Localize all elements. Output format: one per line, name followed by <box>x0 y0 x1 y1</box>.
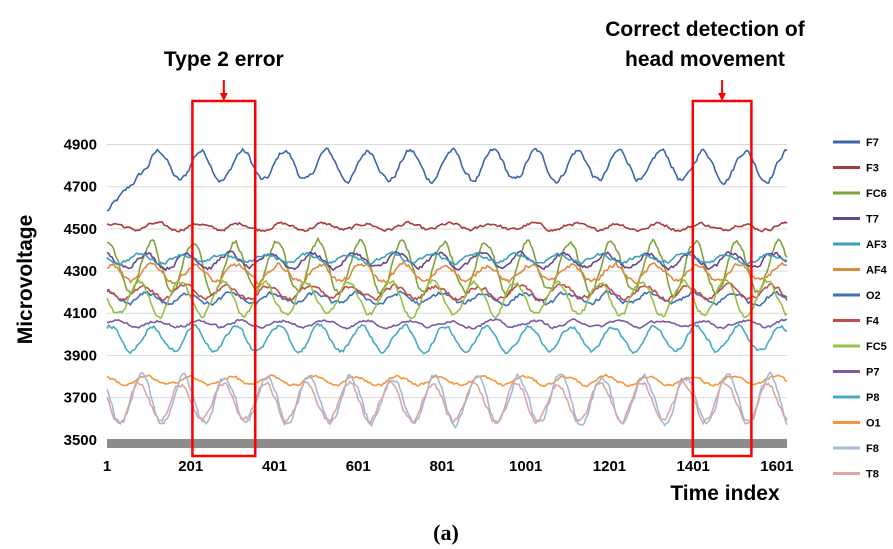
annotation-label: Type 2 error <box>164 48 284 71</box>
y-tick-label: 3900 <box>64 347 97 364</box>
y-tick-labels: 3500 3700 3900 4100 4300 4500 4700 4900 <box>64 137 97 449</box>
legend-label: O1 <box>866 418 881 430</box>
y-tick-label: 4700 <box>64 179 97 196</box>
series-line-p8 <box>106 322 788 355</box>
legend-label: FC5 <box>866 341 887 353</box>
bottom-axis-band <box>107 439 787 448</box>
series-line-af4 <box>106 260 788 285</box>
figure-caption: (a) <box>433 520 459 545</box>
x-tick-label: 601 <box>346 458 371 475</box>
legend-label: F8 <box>866 443 879 455</box>
series-line-f7 <box>106 147 788 212</box>
series-line-f8 <box>106 371 788 429</box>
x-tick-label: 801 <box>429 458 454 475</box>
x-tick-label: 1 <box>103 458 111 475</box>
series-line-fc5 <box>106 278 788 320</box>
series-lines <box>106 147 788 429</box>
legend-label: AF4 <box>866 265 888 277</box>
x-tick-label: 1201 <box>593 458 626 475</box>
legend-label: P7 <box>866 367 879 379</box>
y-tick-label: 4100 <box>64 305 97 322</box>
series-line-o2 <box>106 289 788 307</box>
x-tick-label: 1601 <box>760 458 793 475</box>
series-line-f4 <box>106 282 788 303</box>
legend-label: O2 <box>866 290 881 302</box>
x-axis-label: Time index <box>670 482 780 505</box>
series-line-t7 <box>106 250 788 272</box>
legend-label: AF3 <box>866 239 887 251</box>
legend-label: F7 <box>866 137 879 149</box>
y-tick-label: 3500 <box>64 432 97 449</box>
annotation-label: Correct detection of <box>605 18 806 41</box>
annotation-arrowhead <box>718 93 727 101</box>
legend-label: T7 <box>866 214 879 226</box>
x-tick-label: 401 <box>262 458 287 475</box>
annotation-label: head movement <box>625 48 785 71</box>
y-tick-label: 3700 <box>64 390 97 407</box>
series-line-p7 <box>106 318 788 330</box>
y-tick-label: 4500 <box>64 221 97 238</box>
x-tick-label: 1001 <box>509 458 542 475</box>
legend: F7 F3 FC6 T7 AF3 AF4 O2 F4 FC5 P7 P8 O1 F8 T8 <box>833 137 888 481</box>
y-tick-label: 4300 <box>64 263 97 280</box>
x-tick-label: 201 <box>178 458 203 475</box>
series-line-t8 <box>106 379 788 427</box>
legend-label: T8 <box>866 469 879 481</box>
annotation-box <box>191 99 257 458</box>
y-tick-label: 4900 <box>64 137 97 154</box>
legend-label: FC6 <box>866 188 887 200</box>
annotation-arrowhead <box>219 93 228 101</box>
series-line-f3 <box>106 220 788 233</box>
legend-label: F4 <box>866 316 880 328</box>
x-tick-label: 1401 <box>677 458 710 475</box>
grid <box>107 144 787 441</box>
annotations: Type 2 error Correct detection of head mov… <box>164 18 806 458</box>
y-axis-label: Microvoltage <box>14 215 37 345</box>
x-tick-labels: 1 201 401 601 801 1001 1201 1401 1601 <box>103 458 794 475</box>
legend-label: F3 <box>866 163 879 175</box>
series-line-af3 <box>106 251 788 266</box>
legend-label: P8 <box>866 392 879 404</box>
